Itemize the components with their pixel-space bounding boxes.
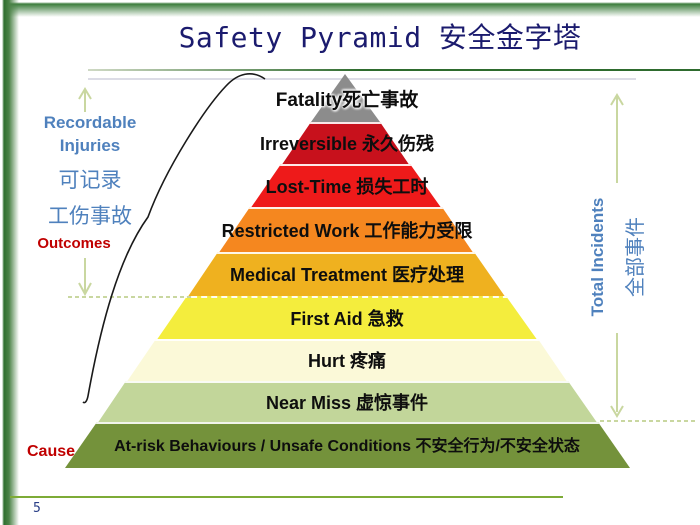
pyramid-layer-label: Hurt 疼痛 xyxy=(0,339,694,381)
page-title: Safety Pyramid 安全金字塔 xyxy=(178,21,582,54)
layer-label-text: Restricted Work 工作能力受限 xyxy=(221,220,473,241)
footer-divider xyxy=(10,496,563,498)
title-underline xyxy=(88,69,700,71)
pyramid-layer-lost-time xyxy=(250,164,442,209)
pyramid-layer-label: Fatality死亡事故 xyxy=(0,74,694,122)
label-total-incidents: Total Incidents xyxy=(588,197,607,317)
layer-label-text: Hurt 疼痛 xyxy=(308,351,386,371)
label-cause: Cause xyxy=(26,443,76,460)
pyramid-layer-label: Restricted Work 工作能力受限 xyxy=(0,207,694,252)
label-outcomes: Outcomes xyxy=(37,235,111,252)
layer-label-text: At-risk Behaviours / Unsafe Conditions 不… xyxy=(114,438,580,455)
label-recordable: Recordable xyxy=(43,113,137,132)
page-number: 5 xyxy=(33,501,41,516)
layer-label-text: Lost-Time 损失工时 xyxy=(265,176,429,197)
frame-top-border xyxy=(0,0,700,17)
pyramid-layer-at-risk xyxy=(65,422,630,468)
label-work-injury-chinese: 工伤事故 xyxy=(48,205,132,228)
layer-label-text: Irreversible 永久伤残 xyxy=(259,134,435,154)
layer-label-text: Fatality死亡事故 xyxy=(275,89,419,111)
pyramid-layer-label: At-risk Behaviours / Unsafe Conditions 不… xyxy=(0,422,694,466)
pyramid-layer-label: Near Miss 虚惊事件 xyxy=(0,381,694,422)
label-total-incidents-chinese: 全部事件 xyxy=(625,217,647,297)
layer-label-text: Medical Treatment 医疗处理 xyxy=(229,265,465,285)
layer-label-text: First Aid 急救 xyxy=(290,308,404,329)
pyramid-layer-label: Medical Treatment 医疗处理 xyxy=(0,252,694,296)
title-underline-secondary xyxy=(88,78,636,80)
layer-label-text: Near Miss 虚惊事件 xyxy=(265,392,429,413)
label-recordable-chinese: 可记录 xyxy=(58,169,122,192)
pyramid-layer-label: Irreversible 永久伤残 xyxy=(0,122,694,164)
label-injuries: Injuries xyxy=(59,136,121,155)
pyramid-layer-label: Lost-Time 损失工时 xyxy=(0,164,694,207)
frame-left-border xyxy=(0,0,19,525)
pyramid-layer-label: First Aid 急救 xyxy=(0,296,694,339)
